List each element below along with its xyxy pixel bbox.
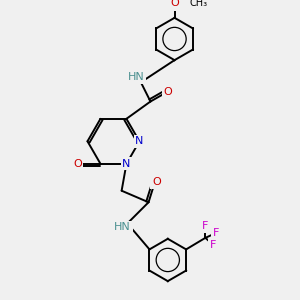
Text: F: F	[202, 221, 208, 231]
Text: O: O	[170, 0, 179, 8]
Text: O: O	[164, 87, 172, 97]
Text: O: O	[152, 177, 161, 187]
Text: CH₃: CH₃	[190, 0, 208, 8]
Text: F: F	[210, 240, 216, 250]
Text: HN: HN	[128, 73, 144, 82]
Text: N: N	[122, 159, 130, 169]
Text: HN: HN	[114, 222, 131, 232]
Text: O: O	[73, 159, 82, 169]
Text: F: F	[213, 228, 219, 238]
Text: N: N	[135, 136, 144, 146]
